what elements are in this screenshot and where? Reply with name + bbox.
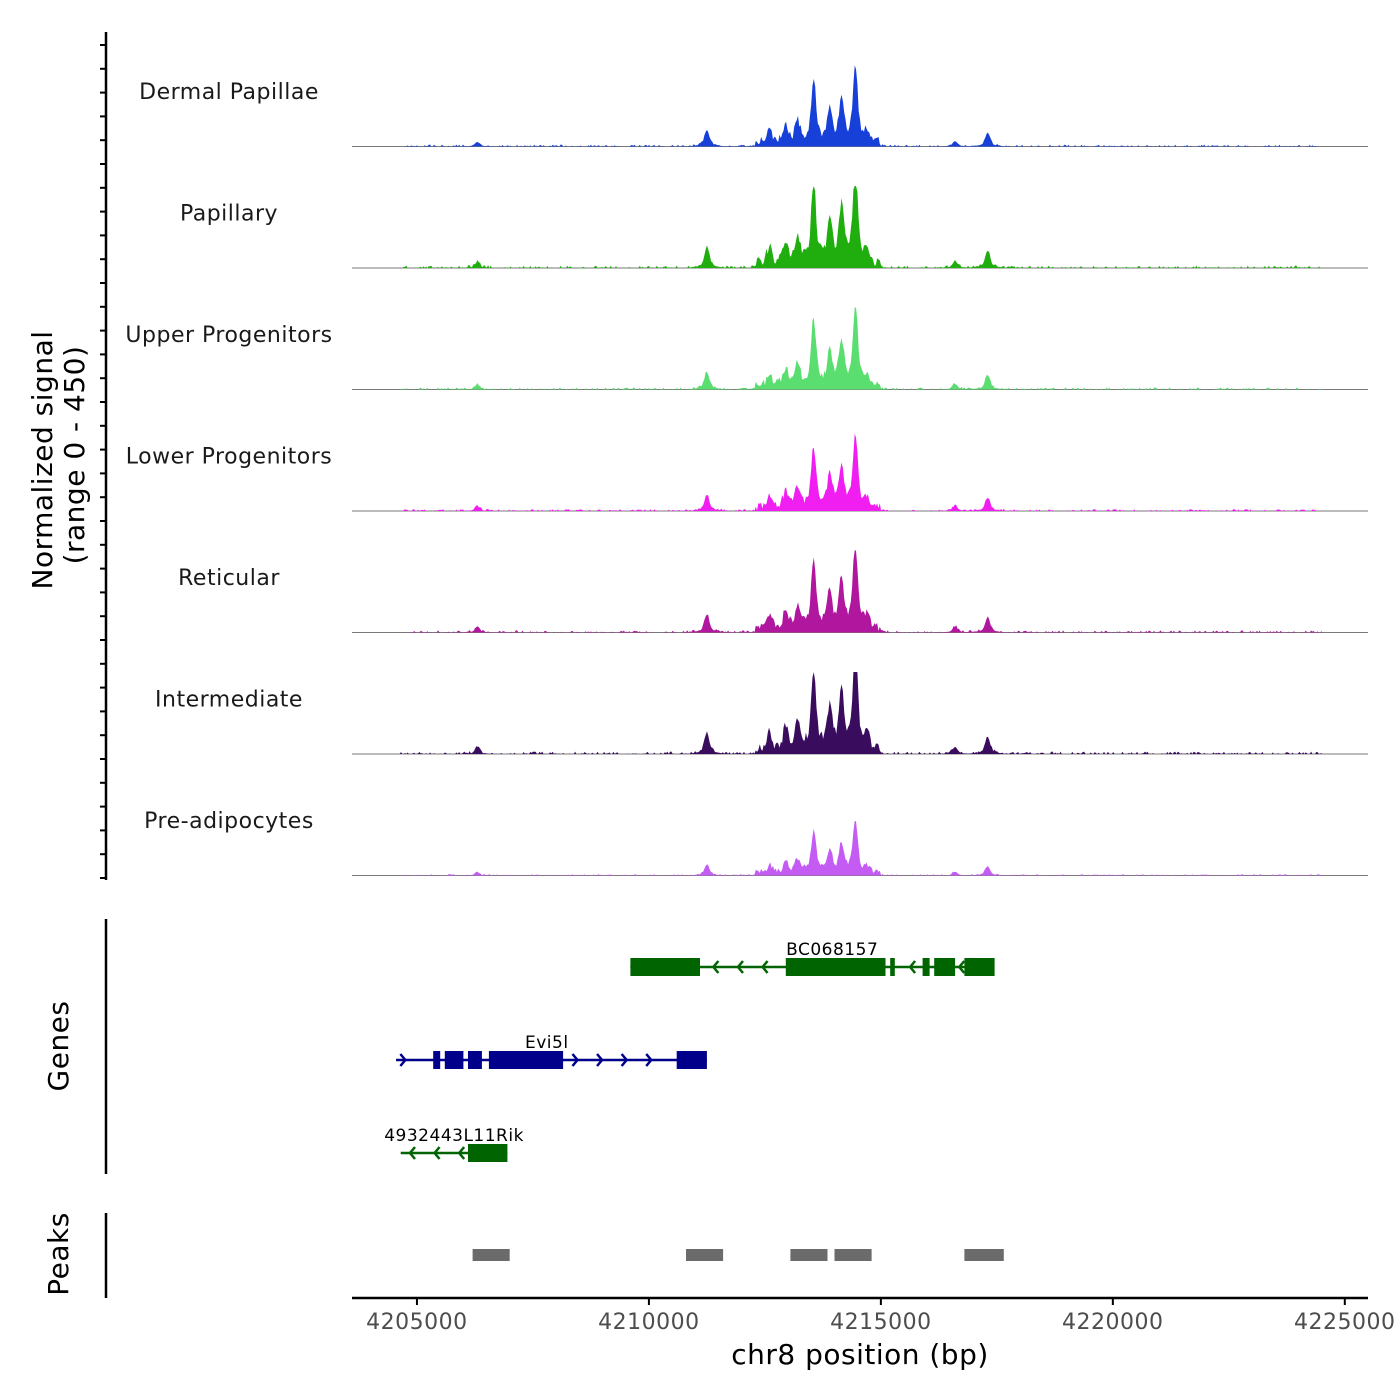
x-axis-title: chr8 position (bp) (731, 1338, 989, 1371)
gene-exon (630, 958, 700, 976)
gene-label: 4932443L11Rik (384, 1126, 524, 1146)
gene-label: BC068157 (786, 940, 878, 960)
strand-arrow (596, 1053, 604, 1067)
x-tick-label: 4215000 (830, 1310, 931, 1335)
gene-exon (468, 1051, 482, 1069)
x-tick-label: 4225000 (1294, 1310, 1395, 1335)
peak-region (964, 1249, 1004, 1261)
strand-arrow (457, 1146, 466, 1160)
signal-area (398, 65, 1322, 147)
signal-track-papillary: Papillary (180, 186, 1368, 269)
track-label: Pre-adipocytes (144, 809, 314, 834)
gene-label: Evi5l (525, 1033, 569, 1053)
y-axis-subtitle: (range 0 - 450) (58, 346, 91, 565)
signal-area (398, 821, 1322, 876)
gene-exon (488, 1051, 564, 1069)
genes-track: BC068157 Evi5l 4932443L11Rik (384, 940, 995, 1162)
track-label: Upper Progenitors (125, 323, 332, 348)
signal-area (398, 672, 1322, 754)
x-axis: 4205000 4210000 4215000 4220000 4225000 (352, 1296, 1395, 1335)
x-tick-label: 4205000 (366, 1310, 467, 1335)
gene-4932443l11rik: 4932443L11Rik (384, 1126, 524, 1162)
gene-bc068157: BC068157 (630, 940, 995, 976)
peak-region (686, 1249, 724, 1261)
signal-area (398, 186, 1322, 268)
strand-arrow (620, 1053, 629, 1067)
y-axis-title: Normalized signal (26, 330, 59, 589)
gene-evi5l: Evi5l (396, 1033, 707, 1069)
signal-area (398, 550, 1322, 633)
peak-region (790, 1249, 828, 1261)
x-tick-label: 4220000 (1062, 1310, 1163, 1335)
strand-arrow (760, 960, 769, 974)
signal-track-reticular: Reticular (178, 550, 1368, 633)
peak-region (834, 1249, 872, 1261)
signal-track-dermal-papillae: Dermal Papillae (139, 65, 1368, 147)
strand-arrow (645, 1053, 653, 1067)
signal-area (398, 433, 1322, 511)
signal-area (398, 307, 1322, 390)
signal-track-pre-adipocytes: Pre-adipocytes (144, 809, 1368, 876)
gene-exon (433, 1051, 441, 1069)
gene-exon (785, 958, 886, 976)
strand-arrow (408, 1146, 416, 1160)
strand-arrow (571, 1053, 580, 1067)
track-label: Reticular (178, 566, 280, 591)
x-tick-label: 4210000 (598, 1310, 699, 1335)
strand-arrow (736, 960, 744, 974)
strand-arrow (711, 960, 720, 974)
signal-tracks: Dermal Papillae Papillary Upper Progenitor… (125, 65, 1368, 876)
track-label: Papillary (180, 202, 278, 227)
genes-track-title: Genes (42, 1001, 75, 1092)
strand-arrow (399, 1053, 407, 1067)
strand-arrow (908, 960, 917, 974)
peak-region (472, 1249, 510, 1261)
strand-arrow (957, 960, 966, 974)
gene-exon (890, 958, 895, 976)
peaks-track (472, 1249, 1004, 1261)
gene-exon (934, 958, 956, 976)
signal-y-axis (100, 32, 108, 880)
track-label: Dermal Papillae (139, 80, 319, 105)
gene-exon (444, 1051, 464, 1069)
peaks-track-title: Peaks (42, 1212, 75, 1296)
track-label: Lower Progenitors (126, 445, 332, 470)
track-label: Intermediate (155, 688, 303, 713)
gene-exon (922, 958, 930, 976)
strand-arrow (432, 1146, 441, 1160)
signal-track-upper-progenitors: Upper Progenitors (125, 307, 1368, 390)
gene-exon (468, 1144, 508, 1162)
signal-track-intermediate: Intermediate (155, 672, 1368, 755)
signal-track-lower-progenitors: Lower Progenitors (126, 433, 1368, 512)
gene-exon (964, 958, 995, 976)
gene-exon (676, 1051, 707, 1069)
